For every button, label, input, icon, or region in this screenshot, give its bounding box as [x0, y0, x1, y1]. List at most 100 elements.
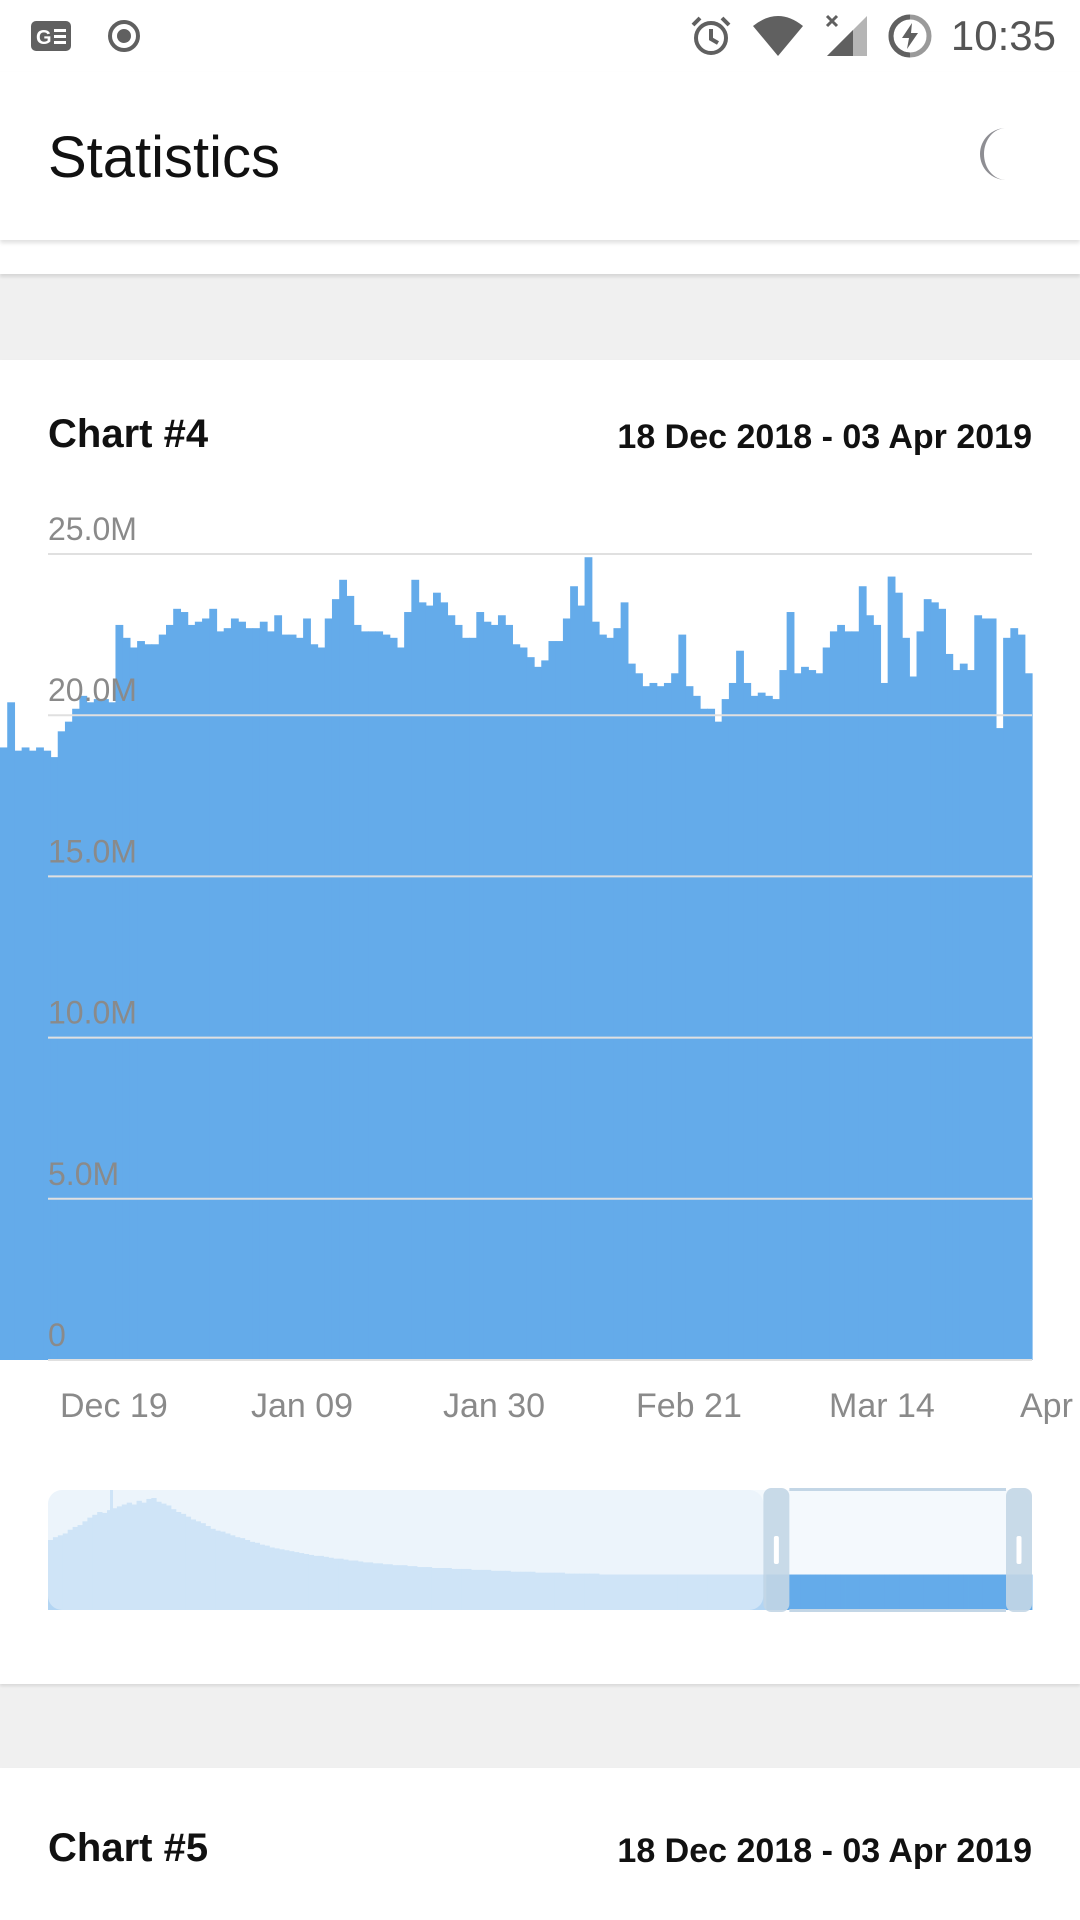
y-axis-labels: 0 5.0M 10.0M 15.0M 20.0M 25.0M [48, 511, 137, 1353]
app-bar: Statistics [0, 72, 1080, 240]
chart-bar [151, 644, 160, 1360]
chart-bar [519, 647, 528, 1360]
chart-bar [541, 660, 550, 1360]
chart-card: Chart #5 18 Dec 2018 - 03 Apr 2019 [0, 1768, 1080, 1920]
chart-bar [815, 673, 824, 1360]
range-preview[interactable] [48, 1488, 1033, 1612]
x-axis-labels: Dec 19 Jan 09 Jan 30 Feb 21 Mar 14 Apr [60, 1387, 1073, 1425]
chart-bar [194, 621, 203, 1360]
previous-card-bottom [0, 240, 1080, 274]
x-tick-label: Feb 21 [636, 1387, 742, 1425]
chart-bar [663, 682, 672, 1360]
preview-bar [899, 1574, 905, 1610]
preview-bar [923, 1574, 930, 1610]
preview-bar [958, 1574, 964, 1610]
preview-bar [854, 1574, 861, 1610]
page-title: Statistics [48, 125, 281, 190]
preview-bar [977, 1574, 984, 1610]
preview-bar [805, 1574, 811, 1610]
cut-off-axis-label [48, 1916, 108, 1920]
chart-bar [36, 747, 44, 1360]
chart-bar [721, 699, 730, 1360]
preview-bar [997, 1574, 1003, 1610]
preview-bar [894, 1574, 900, 1610]
status-bar-right: 10:35 [689, 12, 1056, 60]
chart-bar [1003, 637, 1011, 1360]
chart-bar [858, 586, 867, 1360]
chart-bar [923, 599, 932, 1360]
chart-bar [793, 673, 802, 1360]
chart-bar [512, 644, 521, 1360]
chart-bar [418, 602, 427, 1360]
chart-bar [1024, 673, 1033, 1360]
chart-bar [425, 605, 434, 1360]
chart-bar [461, 637, 470, 1360]
moon-icon [980, 128, 1006, 180]
preview-bar [795, 1574, 802, 1610]
preview-bar [913, 1574, 920, 1610]
chart-date-range: 18 Dec 2018 - 03 Apr 2019 [617, 1832, 1032, 1870]
preview-bar [825, 1574, 831, 1610]
chart-bar [779, 670, 788, 1360]
preview-bar [943, 1574, 949, 1610]
preview-bar [790, 1574, 797, 1610]
x-tick-label: Jan 09 [251, 1387, 353, 1425]
chart-bar [967, 670, 975, 1360]
chart-bar [1010, 628, 1019, 1360]
chart-bar [591, 621, 600, 1360]
chart-bar [245, 628, 254, 1360]
chart-bar [339, 579, 348, 1360]
preview-bar [879, 1574, 885, 1610]
chart-bar [202, 618, 210, 1360]
bar-chart[interactable]: 0 5.0M 10.0M 15.0M 20.0M 25.0M Dec 19 Jan 09 Ja… [0, 360, 1080, 1684]
chart-bar [209, 608, 218, 1360]
chart-bar [772, 699, 781, 1360]
preview-bar [820, 1574, 826, 1610]
preview-bar [800, 1574, 807, 1610]
chart-bar [887, 576, 896, 1360]
range-selector-bottom-border [789, 1609, 1006, 1612]
grid-layer [48, 553, 1032, 1361]
svg-text:G: G [36, 27, 52, 49]
chart-bar [360, 631, 369, 1360]
chart-bar [916, 631, 925, 1360]
chart-date-range: 18 Dec 2018 - 03 Apr 2019 [617, 418, 1032, 456]
chart-bar [570, 586, 578, 1360]
preview-bar [948, 1574, 954, 1610]
theme-toggle-button[interactable] [972, 124, 1032, 184]
chart-bar [750, 695, 759, 1360]
chart-bar [43, 750, 52, 1360]
chart-bar [606, 637, 615, 1360]
preview-bar [869, 1574, 875, 1610]
chart-bar [21, 747, 30, 1360]
preview-dim-left [48, 1490, 764, 1610]
y-tick-label: 10.0M [48, 995, 137, 1031]
chart-bar [14, 750, 23, 1360]
x-tick-label: Jan 30 [443, 1387, 545, 1425]
range-selector[interactable] [763, 1488, 1032, 1612]
chart-bar [93, 699, 102, 1360]
chart-bar [930, 602, 939, 1360]
chart-bar [317, 647, 326, 1360]
chart-bar [995, 728, 1004, 1360]
chart-bar [137, 641, 145, 1360]
chart-bar [952, 670, 961, 1360]
chart-bar [267, 631, 275, 1360]
chart-bar [122, 637, 131, 1360]
chart-bar [562, 618, 571, 1360]
chart-bar [129, 647, 138, 1360]
chart-bar [743, 682, 752, 1360]
preview-bar [904, 1574, 910, 1610]
preview-bar [987, 1574, 994, 1610]
preview-bar [938, 1574, 944, 1610]
chart-bar [505, 624, 513, 1360]
chart-bar [822, 647, 831, 1360]
signal-icon [825, 14, 867, 56]
chart-bar [368, 631, 376, 1360]
chart-bar [252, 628, 261, 1360]
chart-bar [165, 624, 174, 1360]
chart-bar [64, 721, 73, 1360]
chart-bar [685, 686, 694, 1360]
chart-bar [72, 708, 80, 1360]
chart-bar [310, 644, 319, 1360]
